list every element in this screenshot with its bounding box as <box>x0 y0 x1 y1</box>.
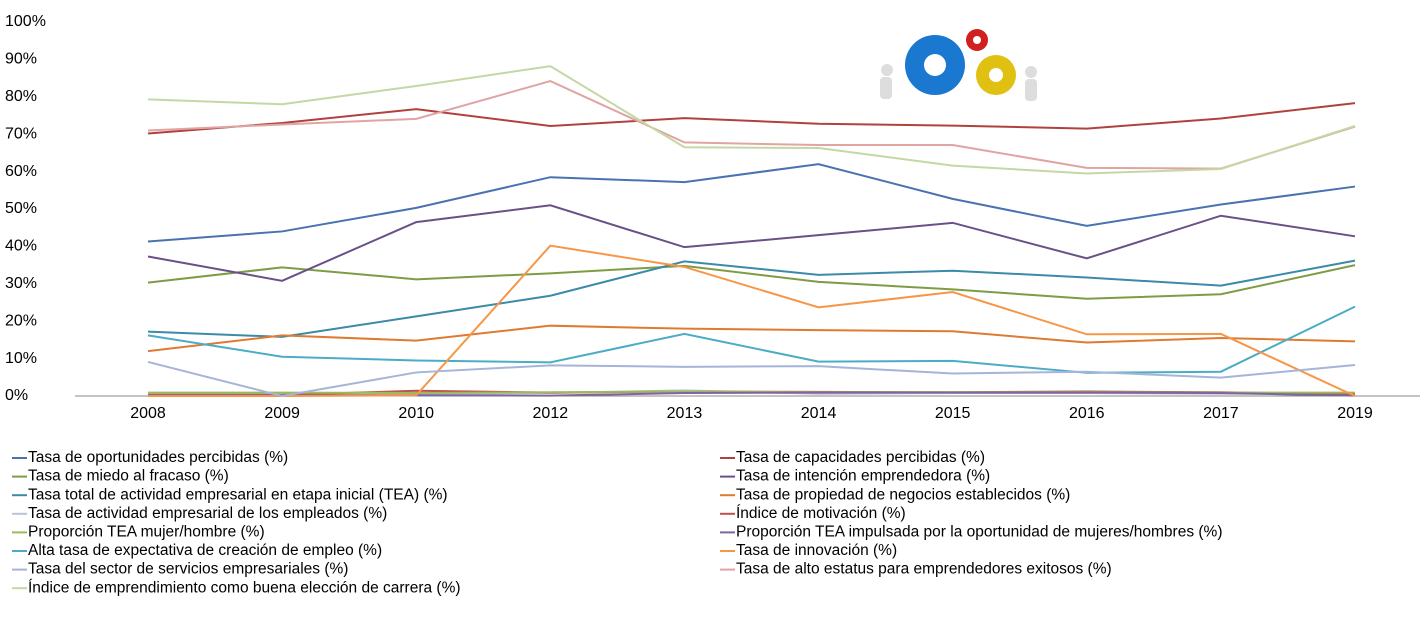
x-tick-label: 2009 <box>264 405 300 422</box>
series-line <box>148 103 1355 133</box>
legend-label: Tasa de propiedad de negocios establecid… <box>736 486 1070 503</box>
x-tick-label: 2019 <box>1337 405 1373 422</box>
x-tick-label: 2008 <box>130 405 166 422</box>
legend-label: Índice de motivación (%) <box>736 505 906 522</box>
x-tick-label: 2017 <box>1203 405 1239 422</box>
legend-label: Tasa del sector de servicios empresarial… <box>28 561 348 578</box>
series-line <box>148 81 1355 169</box>
x-tick-label: 2016 <box>1069 405 1105 422</box>
gears-icon <box>880 29 1037 101</box>
y-tick-label: 60% <box>5 163 37 180</box>
y-tick-label: 40% <box>5 238 37 255</box>
y-tick-label: 10% <box>5 350 37 367</box>
legend-label: Tasa de alto estatus para emprendedores … <box>736 561 1112 578</box>
legend-label: Tasa de oportunidades percibidas (%) <box>28 449 288 466</box>
y-tick-label: 90% <box>5 51 37 68</box>
y-tick-label: 80% <box>5 88 37 105</box>
y-tick-label: 70% <box>5 125 37 142</box>
legend-label: Proporción TEA impulsada por la oportuni… <box>736 523 1223 540</box>
y-tick-label: 100% <box>5 13 46 30</box>
y-tick-label: 0% <box>5 387 28 404</box>
series-line <box>148 205 1355 281</box>
y-tick-label: 50% <box>5 200 37 217</box>
legend-label: Tasa de innovación (%) <box>736 542 897 559</box>
x-tick-label: 2012 <box>533 405 569 422</box>
legend-label: Tasa total de actividad empresarial en e… <box>28 486 448 503</box>
series-line <box>148 66 1355 173</box>
legend-label: Tasa de actividad empresarial de los emp… <box>28 505 387 522</box>
legend-label: Tasa de capacidades percibidas (%) <box>736 449 985 466</box>
y-tick-label: 30% <box>5 275 37 292</box>
y-tick-label: 20% <box>5 312 37 329</box>
legend-label: Alta tasa de expectativa de creación de … <box>28 542 382 559</box>
chart: 0% 10% 20% 30% 40% 50% 60% 70% 80% 90% 100% 2008 200… <box>0 0 1427 613</box>
x-tick-label: 2015 <box>935 405 971 422</box>
legend-label: Índice de emprendimiento como buena elec… <box>28 579 461 596</box>
legend-label: Proporción TEA mujer/hombre (%) <box>28 523 265 540</box>
x-tick-label: 2014 <box>801 405 837 422</box>
x-tick-label: 2010 <box>398 405 434 422</box>
legend-label: Tasa de intención emprendedora (%) <box>736 468 990 485</box>
legend-label: Tasa de miedo al fracaso (%) <box>28 468 229 485</box>
x-tick-label: 2013 <box>667 405 703 422</box>
